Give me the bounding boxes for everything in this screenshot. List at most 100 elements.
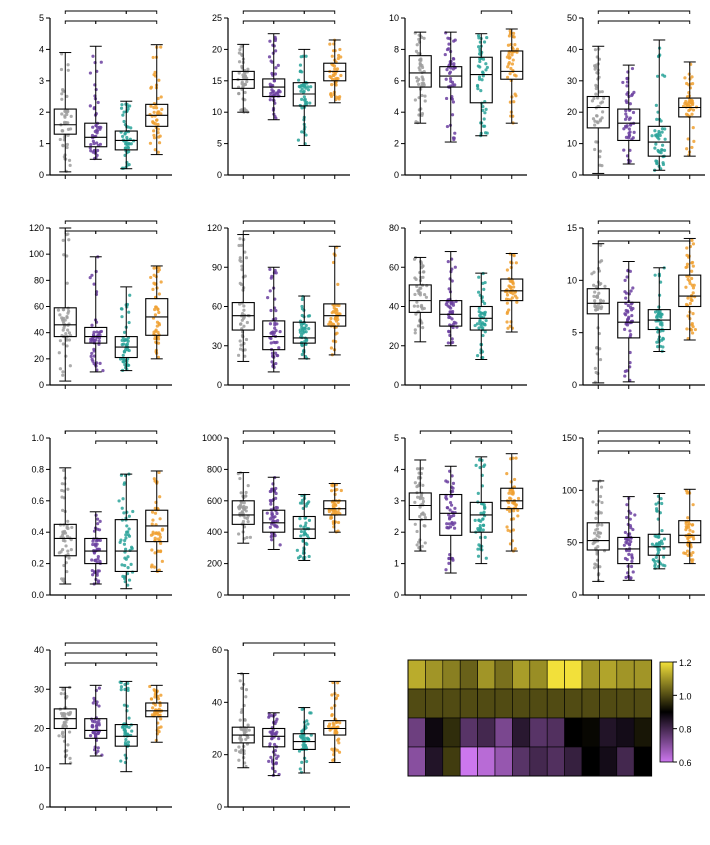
data-point — [68, 163, 72, 167]
heatmap-cell — [529, 659, 548, 690]
data-point — [508, 509, 512, 513]
data-point — [686, 314, 690, 318]
data-point — [654, 542, 659, 546]
y-tick-label: 200 — [207, 559, 222, 569]
y-tick-label: 3 — [39, 76, 44, 86]
data-point — [240, 318, 244, 322]
data-point — [155, 728, 159, 732]
data-point — [507, 53, 511, 57]
data-point — [482, 117, 486, 121]
significance-bracket — [242, 642, 305, 646]
data-point — [240, 510, 244, 514]
data-point — [237, 745, 241, 749]
data-point — [596, 121, 600, 125]
data-point — [151, 532, 155, 536]
data-point — [64, 720, 68, 724]
data-point — [653, 562, 657, 566]
significance-bracket — [64, 220, 127, 224]
significance-bracket — [95, 662, 158, 666]
data-point — [336, 681, 340, 685]
heatmap-cell — [407, 717, 426, 748]
heatmap-cell — [512, 717, 531, 748]
data-point — [447, 63, 451, 67]
data-point — [450, 474, 454, 478]
data-point — [238, 718, 242, 722]
box-cgg — [262, 78, 286, 98]
heatmap-cell — [599, 659, 618, 690]
data-point — [505, 268, 510, 272]
y-tick-label: 40 — [567, 44, 577, 54]
data-point — [64, 331, 68, 336]
data-point — [156, 122, 160, 127]
data-point — [244, 688, 249, 692]
heatmap-cell — [442, 659, 461, 690]
data-point — [688, 528, 692, 532]
data-point — [59, 692, 63, 696]
data-point — [481, 299, 485, 303]
data-point — [660, 148, 664, 152]
data-point — [243, 250, 247, 254]
y-tick-label: 0 — [394, 590, 399, 600]
heatmap-cell — [477, 659, 496, 690]
data-point — [484, 318, 488, 323]
box-t4826i — [323, 500, 347, 516]
data-point — [656, 314, 660, 318]
data-point — [307, 518, 312, 522]
data-point — [632, 130, 636, 135]
data-point — [130, 729, 134, 733]
data-point — [239, 343, 243, 347]
data-point — [328, 42, 332, 46]
box-cgg — [84, 326, 108, 344]
data-point — [446, 341, 450, 345]
data-point — [687, 522, 692, 526]
data-point — [629, 289, 633, 293]
box-wt — [586, 522, 610, 551]
data-point — [94, 123, 98, 128]
data-point — [124, 547, 128, 551]
data-point — [331, 503, 335, 508]
data-point — [623, 369, 627, 374]
data-point — [508, 29, 512, 33]
y-tick-label: 100 — [562, 485, 577, 495]
data-point — [238, 302, 242, 306]
y-tick-label: 1.0 — [31, 433, 44, 443]
data-point — [686, 537, 690, 541]
y-tick-label: 20 — [567, 107, 577, 117]
data-point — [689, 558, 694, 562]
data-point — [421, 499, 426, 504]
data-point — [298, 517, 302, 521]
heatmap-cell — [425, 717, 444, 748]
data-point — [506, 528, 510, 532]
data-point — [334, 720, 339, 725]
panel-h: 0 5 10 15 — [567, 220, 705, 390]
significance-bracket — [658, 230, 691, 234]
data-point — [299, 534, 303, 538]
data-point — [476, 87, 480, 91]
data-point — [600, 164, 604, 168]
data-point — [273, 326, 277, 330]
data-point — [130, 545, 134, 549]
data-point — [152, 133, 156, 137]
data-point — [301, 745, 306, 750]
y-tick-label: 1 — [394, 559, 399, 569]
y-tick-label: 90 — [212, 262, 222, 272]
data-point — [156, 150, 160, 154]
data-point — [415, 543, 419, 547]
data-point — [330, 311, 334, 315]
data-point — [238, 511, 242, 516]
data-point — [595, 345, 599, 350]
data-point — [274, 49, 278, 53]
data-point — [592, 294, 596, 298]
data-point — [416, 121, 420, 125]
data-point — [309, 85, 313, 89]
data-point — [274, 496, 278, 500]
data-point — [689, 545, 693, 549]
data-point — [599, 243, 603, 247]
heatmap-cell — [529, 717, 548, 748]
heatmap-cell — [546, 688, 565, 719]
data-point — [237, 51, 241, 55]
data-point — [60, 548, 65, 552]
data-point — [156, 341, 161, 345]
data-point — [300, 707, 304, 711]
significance-bracket — [450, 230, 513, 234]
